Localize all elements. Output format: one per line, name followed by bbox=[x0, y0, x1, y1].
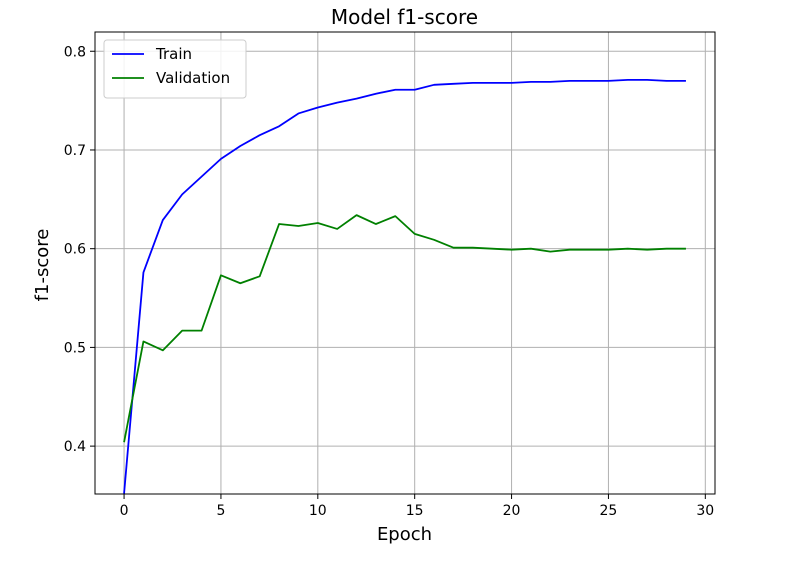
legend-label: Train bbox=[155, 45, 192, 63]
x-tick-label: 5 bbox=[216, 503, 225, 519]
ticks bbox=[90, 50, 706, 499]
legend: Train Validation bbox=[103, 39, 247, 99]
y-tick-label: 0.5 bbox=[64, 340, 86, 356]
y-tick-label: 0.8 bbox=[64, 44, 86, 60]
x-tick-label: 25 bbox=[600, 503, 618, 519]
y-tick-label: 0.4 bbox=[64, 439, 86, 455]
x-tick-label: 0 bbox=[120, 503, 129, 519]
legend-label: Validation bbox=[156, 69, 230, 87]
tick-labels: 0 5 10 15 20 25 30 0.4 0.5 0.6 0.7 0.8 bbox=[64, 44, 714, 519]
series-layer bbox=[123, 78, 686, 494]
plot-area bbox=[95, 32, 715, 494]
x-tick-label: 15 bbox=[406, 503, 424, 519]
x-axis-label: Epoch bbox=[377, 524, 432, 545]
x-tick-label: 30 bbox=[696, 503, 714, 519]
plot-frame bbox=[94, 31, 716, 495]
y-tick-label: 0.6 bbox=[64, 242, 86, 258]
series-line-train bbox=[123, 78, 686, 494]
chart-title: Model f1-score bbox=[331, 5, 478, 29]
x-tick-label: 10 bbox=[309, 503, 327, 519]
x-tick-label: 20 bbox=[503, 503, 521, 519]
y-tick-label: 0.7 bbox=[64, 143, 86, 159]
series-line-validation bbox=[123, 214, 686, 443]
y-axis-label: f1-score bbox=[32, 229, 53, 302]
